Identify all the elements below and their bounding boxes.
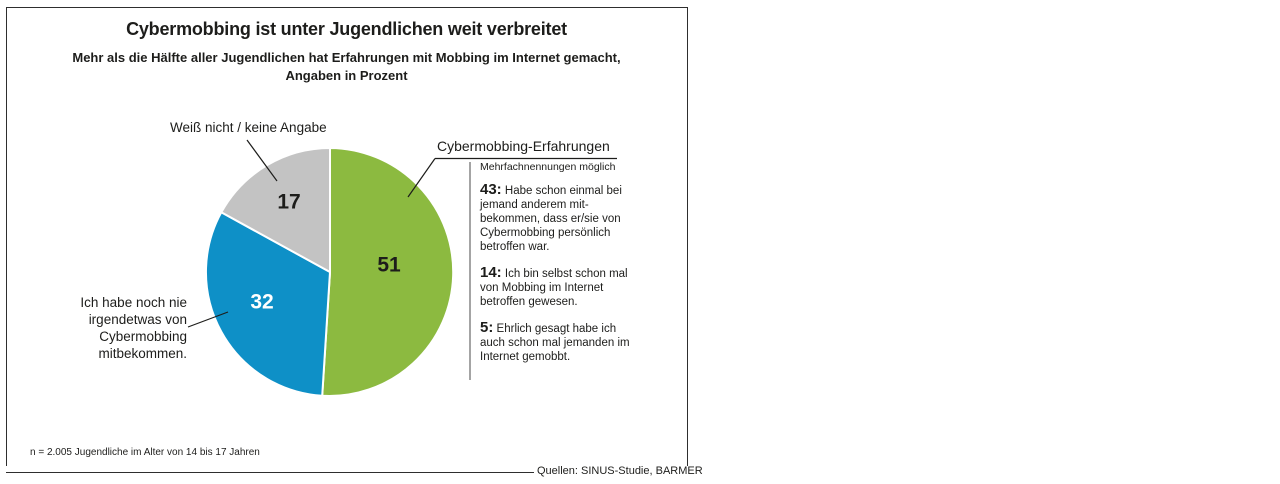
pie-slice-2: [220, 147, 331, 273]
pie-value-label-0: 51: [377, 254, 401, 277]
label-green-slice-heading: Cybermobbing-Erfahrungen: [437, 138, 610, 154]
breakdown-value-43: 43:: [480, 181, 502, 198]
sample-size-footnote: n = 2.005 Jugendliche im Alter von 14 bi…: [30, 447, 260, 458]
label-blue-slice: Ich habe noch nie irgendetwas von Cyberm…: [80, 295, 187, 361]
callout-line-green-slice: [407, 158, 436, 198]
pie-value-labels: 51 32 17: [250, 191, 401, 314]
chart-title: Cybermobbing ist unter Jugendlichen weit…: [126, 19, 567, 39]
bottom-border-line: [6, 472, 534, 473]
pie-value-label-2: 17: [277, 191, 300, 214]
source-credit: Quellen: SINUS-Studie, BARMER: [537, 465, 703, 477]
callout-line-blue-slice: [187, 311, 229, 328]
label-gray-slice: Weiß nicht / keine Angabe: [170, 120, 327, 135]
pie-slice-1: [204, 211, 331, 397]
callout-line-gray-slice: [246, 139, 278, 182]
pie-chart-svg: 51 32 17: [187, 139, 617, 397]
breakdown-text-14: Ich bin selbst schon mal von Mobbing im …: [480, 268, 628, 308]
pie-value-label-1: 32: [250, 291, 273, 314]
chart-frame: [6, 7, 688, 466]
breakdown-note: Mehrfachnennungen möglich: [480, 161, 616, 173]
breakdown-item-14: 14: Ich bin selbst schon mal von Mobbing…: [480, 264, 632, 309]
subtitle-line-2: Angaben in Prozent: [285, 68, 408, 83]
pie-slice-0: [321, 147, 455, 397]
breakdown-item-5: 5: Ehrlich gesagt habe ich auch schon ma…: [480, 319, 632, 364]
breakdown-panel: Mehrfachnennungen möglich 43: Habe schon…: [480, 161, 632, 376]
pie-slices: [204, 147, 455, 397]
subtitle-line-1: Mehr als die Hälfte aller Jugendlichen h…: [72, 50, 621, 65]
chart-subtitle: Mehr als die Hälfte aller Jugendlichen h…: [6, 49, 687, 85]
breakdown-text-43: Habe schon einmal bei jemand anderem mit…: [480, 185, 622, 253]
callout-lines: [187, 139, 617, 380]
breakdown-value-14: 14:: [480, 264, 502, 281]
breakdown-item-43: 43: Habe schon einmal bei jemand anderem…: [480, 181, 632, 254]
breakdown-text-5: Ehrlich gesagt habe ich auch schon mal j…: [480, 323, 630, 363]
breakdown-value-5: 5:: [480, 319, 494, 336]
